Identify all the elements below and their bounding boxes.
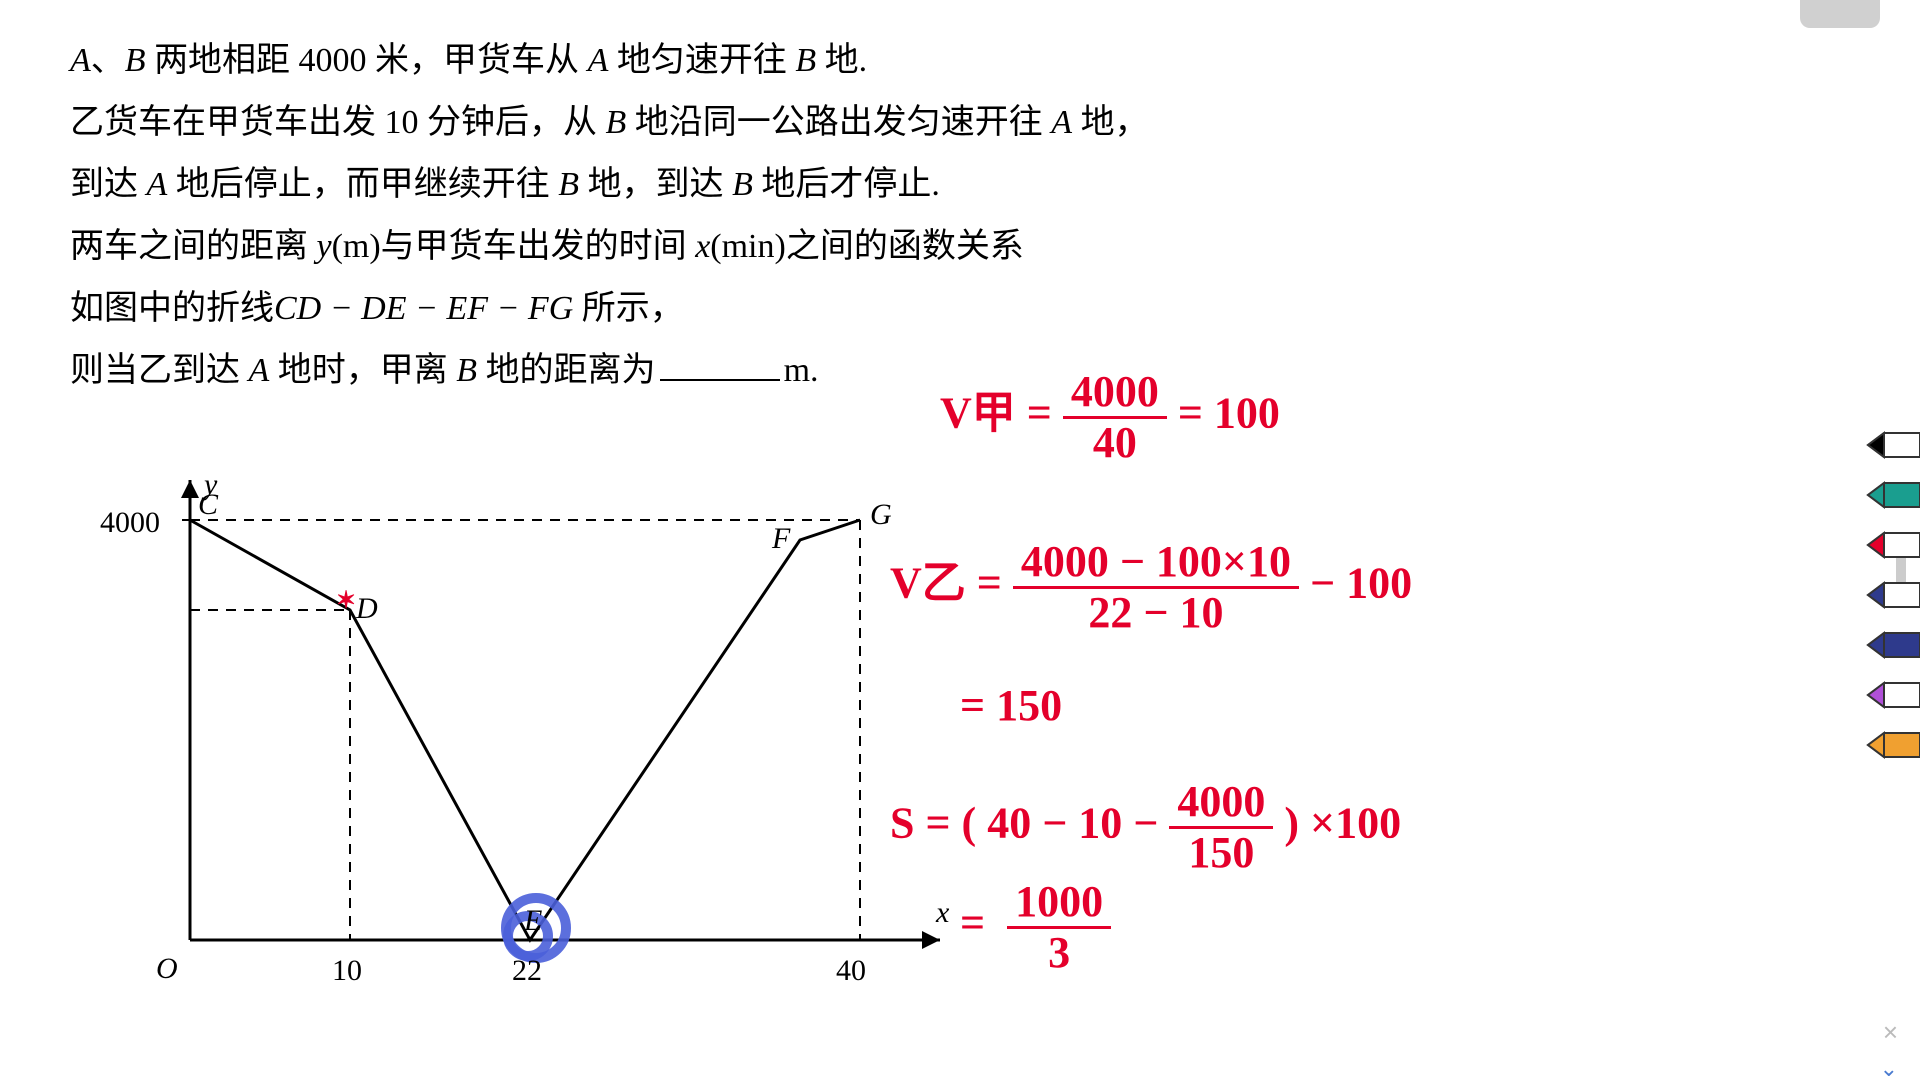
svg-text:y: y	[201, 468, 218, 501]
svg-text:40: 40	[836, 954, 866, 987]
line-5: 如图中的折线CD − DE − EF − FG 所示，	[70, 278, 1270, 340]
handwriting-eq1: V甲 = 400040 = 100	[940, 370, 1280, 465]
pen-tool-5[interactable]	[1852, 670, 1920, 720]
function-graph: ✶CDEFGyxO4000102240	[60, 460, 960, 1025]
svg-text:4000: 4000	[100, 506, 160, 539]
svg-text:F: F	[771, 522, 791, 555]
svg-text:D: D	[355, 592, 378, 625]
svg-text:✶: ✶	[336, 587, 356, 614]
close-icon[interactable]: ×	[1883, 1017, 1898, 1048]
svg-text:22: 22	[512, 954, 542, 987]
svg-text:G: G	[870, 498, 892, 531]
pen-tool-3[interactable]	[1852, 570, 1920, 620]
pen-tool-2[interactable]	[1852, 520, 1920, 570]
pen-tool-6[interactable]	[1852, 720, 1920, 770]
chevron-down-icon[interactable]: ⌄	[1880, 1056, 1898, 1080]
svg-text:O: O	[156, 952, 178, 985]
pen-tool-1[interactable]	[1852, 470, 1920, 520]
handwriting-eq3: S = ( 40 − 10 − 4000150 ) ×100	[890, 780, 1401, 875]
svg-text:10: 10	[332, 954, 362, 987]
svg-text:x: x	[935, 896, 950, 929]
page: A、B 两地相距 4000 米，甲货车从 A 地匀速开往 B 地. 乙货车在甲货…	[0, 0, 1920, 1080]
pen-tool-4[interactable]	[1852, 620, 1920, 670]
svg-text:E: E	[523, 904, 542, 937]
handwriting-eq3b: = 10003	[960, 880, 1111, 975]
line-4: 两车之间的距离 y(m)与甲货车出发的时间 x(min)之间的函数关系	[70, 216, 1270, 278]
handwriting-eq2: V乙 = 4000 − 100×1022 − 10 − 100	[890, 540, 1412, 635]
top-button[interactable]	[1800, 0, 1880, 28]
answer-blank[interactable]	[660, 379, 780, 381]
line-1: A、B 两地相距 4000 米，甲货车从 A 地匀速开往 B 地.	[70, 30, 1270, 92]
handwriting-eq2b: = 150	[960, 680, 1062, 731]
line-3: 到达 A 地后停止，而甲继续开往 B 地，到达 B 地后才停止.	[70, 154, 1270, 216]
pen-tool-0[interactable]	[1852, 420, 1920, 470]
line-2: 乙货车在甲货车出发 10 分钟后，从 B 地沿同一公路出发匀速开往 A 地，	[70, 92, 1270, 154]
problem-text: A、B 两地相距 4000 米，甲货车从 A 地匀速开往 B 地. 乙货车在甲货…	[70, 30, 1270, 402]
pen-palette	[1852, 420, 1920, 770]
